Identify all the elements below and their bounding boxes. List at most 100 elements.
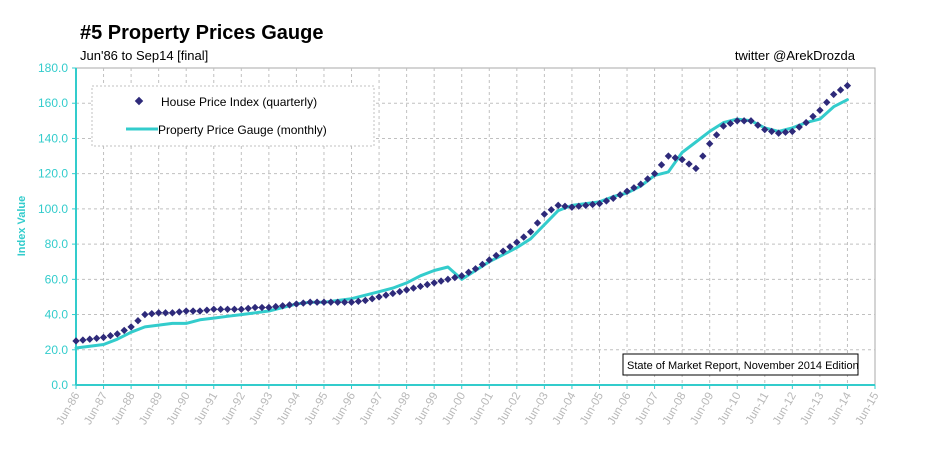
- y-tick-label: 0.0: [51, 378, 68, 392]
- house-price-point: [533, 219, 542, 227]
- x-tick-label: Jun-98: [385, 391, 413, 427]
- house-price-point: [320, 298, 328, 306]
- house-price-point: [216, 305, 225, 313]
- x-tick-label: Jun-10: [716, 391, 744, 427]
- house-price-point: [141, 310, 149, 319]
- house-price-point: [368, 295, 376, 303]
- x-tick-label: Jun-11: [744, 391, 772, 427]
- house-price-point: [437, 277, 445, 285]
- x-tick-label: Jun-13: [799, 391, 827, 427]
- x-tick-label: Jun-06: [606, 391, 634, 427]
- house-price-point: [499, 247, 507, 255]
- y-axis-title: Index Value: [16, 196, 28, 257]
- x-tick-label: Jun-00: [440, 391, 468, 427]
- house-price-point: [547, 206, 555, 214]
- house-price-point: [712, 131, 721, 139]
- house-price-point: [347, 298, 356, 306]
- legend: House Price Index (quarterly) Property P…: [91, 85, 375, 147]
- x-tick-label: Jun-86: [55, 391, 83, 427]
- legend-marker-house-price: [134, 96, 144, 106]
- house-price-point: [182, 307, 190, 315]
- chart-credit: twitter @ArekDrozda: [735, 48, 856, 63]
- house-price-point: [292, 300, 301, 308]
- y-tick-label: 60.0: [45, 272, 69, 286]
- x-tick-label: Jun-95: [303, 391, 331, 427]
- house-price-point: [313, 298, 321, 306]
- house-price-point: [643, 175, 652, 183]
- house-price-point: [409, 284, 418, 292]
- house-price-point: [327, 298, 335, 306]
- x-tick-label: Jun-08: [661, 391, 689, 427]
- house-price-point: [774, 129, 783, 137]
- y-axis-ticks: 0.0 20.0 40.0 60.0 80.0 100.0 120.0 140.0 160.0 1…: [38, 61, 76, 392]
- x-tick-label: Jun-99: [413, 391, 441, 427]
- x-tick-label: Jun-15: [854, 391, 882, 427]
- x-tick-label: Jun-02: [495, 391, 523, 427]
- house-price-point: [575, 202, 583, 210]
- footnote-box: State of Market Report, November 2014 Ed…: [622, 353, 859, 376]
- house-price-point: [444, 275, 452, 284]
- house-price-point: [520, 233, 528, 241]
- house-price-point: [478, 260, 487, 269]
- y-tick-label: 80.0: [45, 237, 69, 251]
- legend-label-house-price: House Price Index (quarterly): [161, 95, 317, 109]
- y-tick-label: 180.0: [38, 61, 68, 75]
- house-price-point: [120, 326, 128, 335]
- x-tick-label: Jun-94: [275, 390, 303, 427]
- house-price-point: [485, 256, 493, 264]
- x-tick-label: Jun-93: [247, 391, 275, 427]
- house-price-point: [340, 298, 349, 306]
- house-price-point: [471, 265, 480, 273]
- house-price-point: [458, 272, 466, 280]
- house-price-point: [464, 268, 473, 276]
- house-price-point: [416, 282, 425, 291]
- x-tick-label: Jun-92: [220, 391, 248, 427]
- gridlines: [76, 68, 875, 385]
- house-price-point: [795, 123, 803, 131]
- x-tick-label: Jun-07: [633, 391, 661, 427]
- house-price-point: [106, 332, 115, 340]
- house-price-point: [189, 307, 197, 315]
- house-price-point: [230, 305, 239, 313]
- y-tick-label: 40.0: [45, 308, 69, 322]
- house-price-point: [361, 296, 369, 305]
- house-price-point: [719, 122, 728, 130]
- footnote-text: State of Market Report, November 2014 Ed…: [627, 360, 859, 372]
- house-price-point: [285, 301, 294, 309]
- house-price-point: [554, 201, 562, 210]
- footnote-frame: [622, 353, 859, 376]
- legend-label-gauge: Property Price Gauge (monthly): [158, 123, 327, 137]
- x-tick-label: Jun-96: [330, 391, 358, 427]
- x-tick-label: Jun-12: [771, 391, 799, 427]
- y-tick-label: 140.0: [38, 131, 68, 145]
- house-price-point: [396, 288, 404, 296]
- house-price-point: [650, 169, 659, 178]
- house-price-point: [272, 302, 280, 311]
- x-tick-label: Jun-89: [137, 391, 165, 427]
- x-tick-label: Jun-05: [578, 391, 606, 427]
- y-tick-label: 100.0: [38, 202, 68, 216]
- x-tick-label: Jun-09: [688, 391, 716, 427]
- house-price-point: [86, 335, 94, 343]
- house-price-point: [237, 305, 246, 313]
- house-price-point: [251, 303, 259, 312]
- house-price-point: [244, 304, 252, 313]
- house-price-point: [354, 297, 363, 306]
- y-tick-label: 20.0: [45, 343, 69, 357]
- house-price-point: [265, 303, 273, 312]
- y-tick-label: 120.0: [38, 167, 68, 181]
- house-price-point: [258, 303, 266, 312]
- house-price-point: [113, 330, 121, 338]
- house-price-point: [685, 160, 693, 168]
- x-tick-label: Jun-14: [826, 390, 854, 427]
- house-price-point: [430, 279, 438, 287]
- house-price-point: [451, 273, 459, 282]
- x-tick-label: Jun-03: [523, 391, 551, 427]
- house-price-point: [168, 309, 177, 317]
- house-price-point: [609, 194, 617, 202]
- legend-box: [91, 85, 375, 147]
- house-price-point: [306, 298, 314, 306]
- x-tick-label: Jun-97: [358, 391, 386, 427]
